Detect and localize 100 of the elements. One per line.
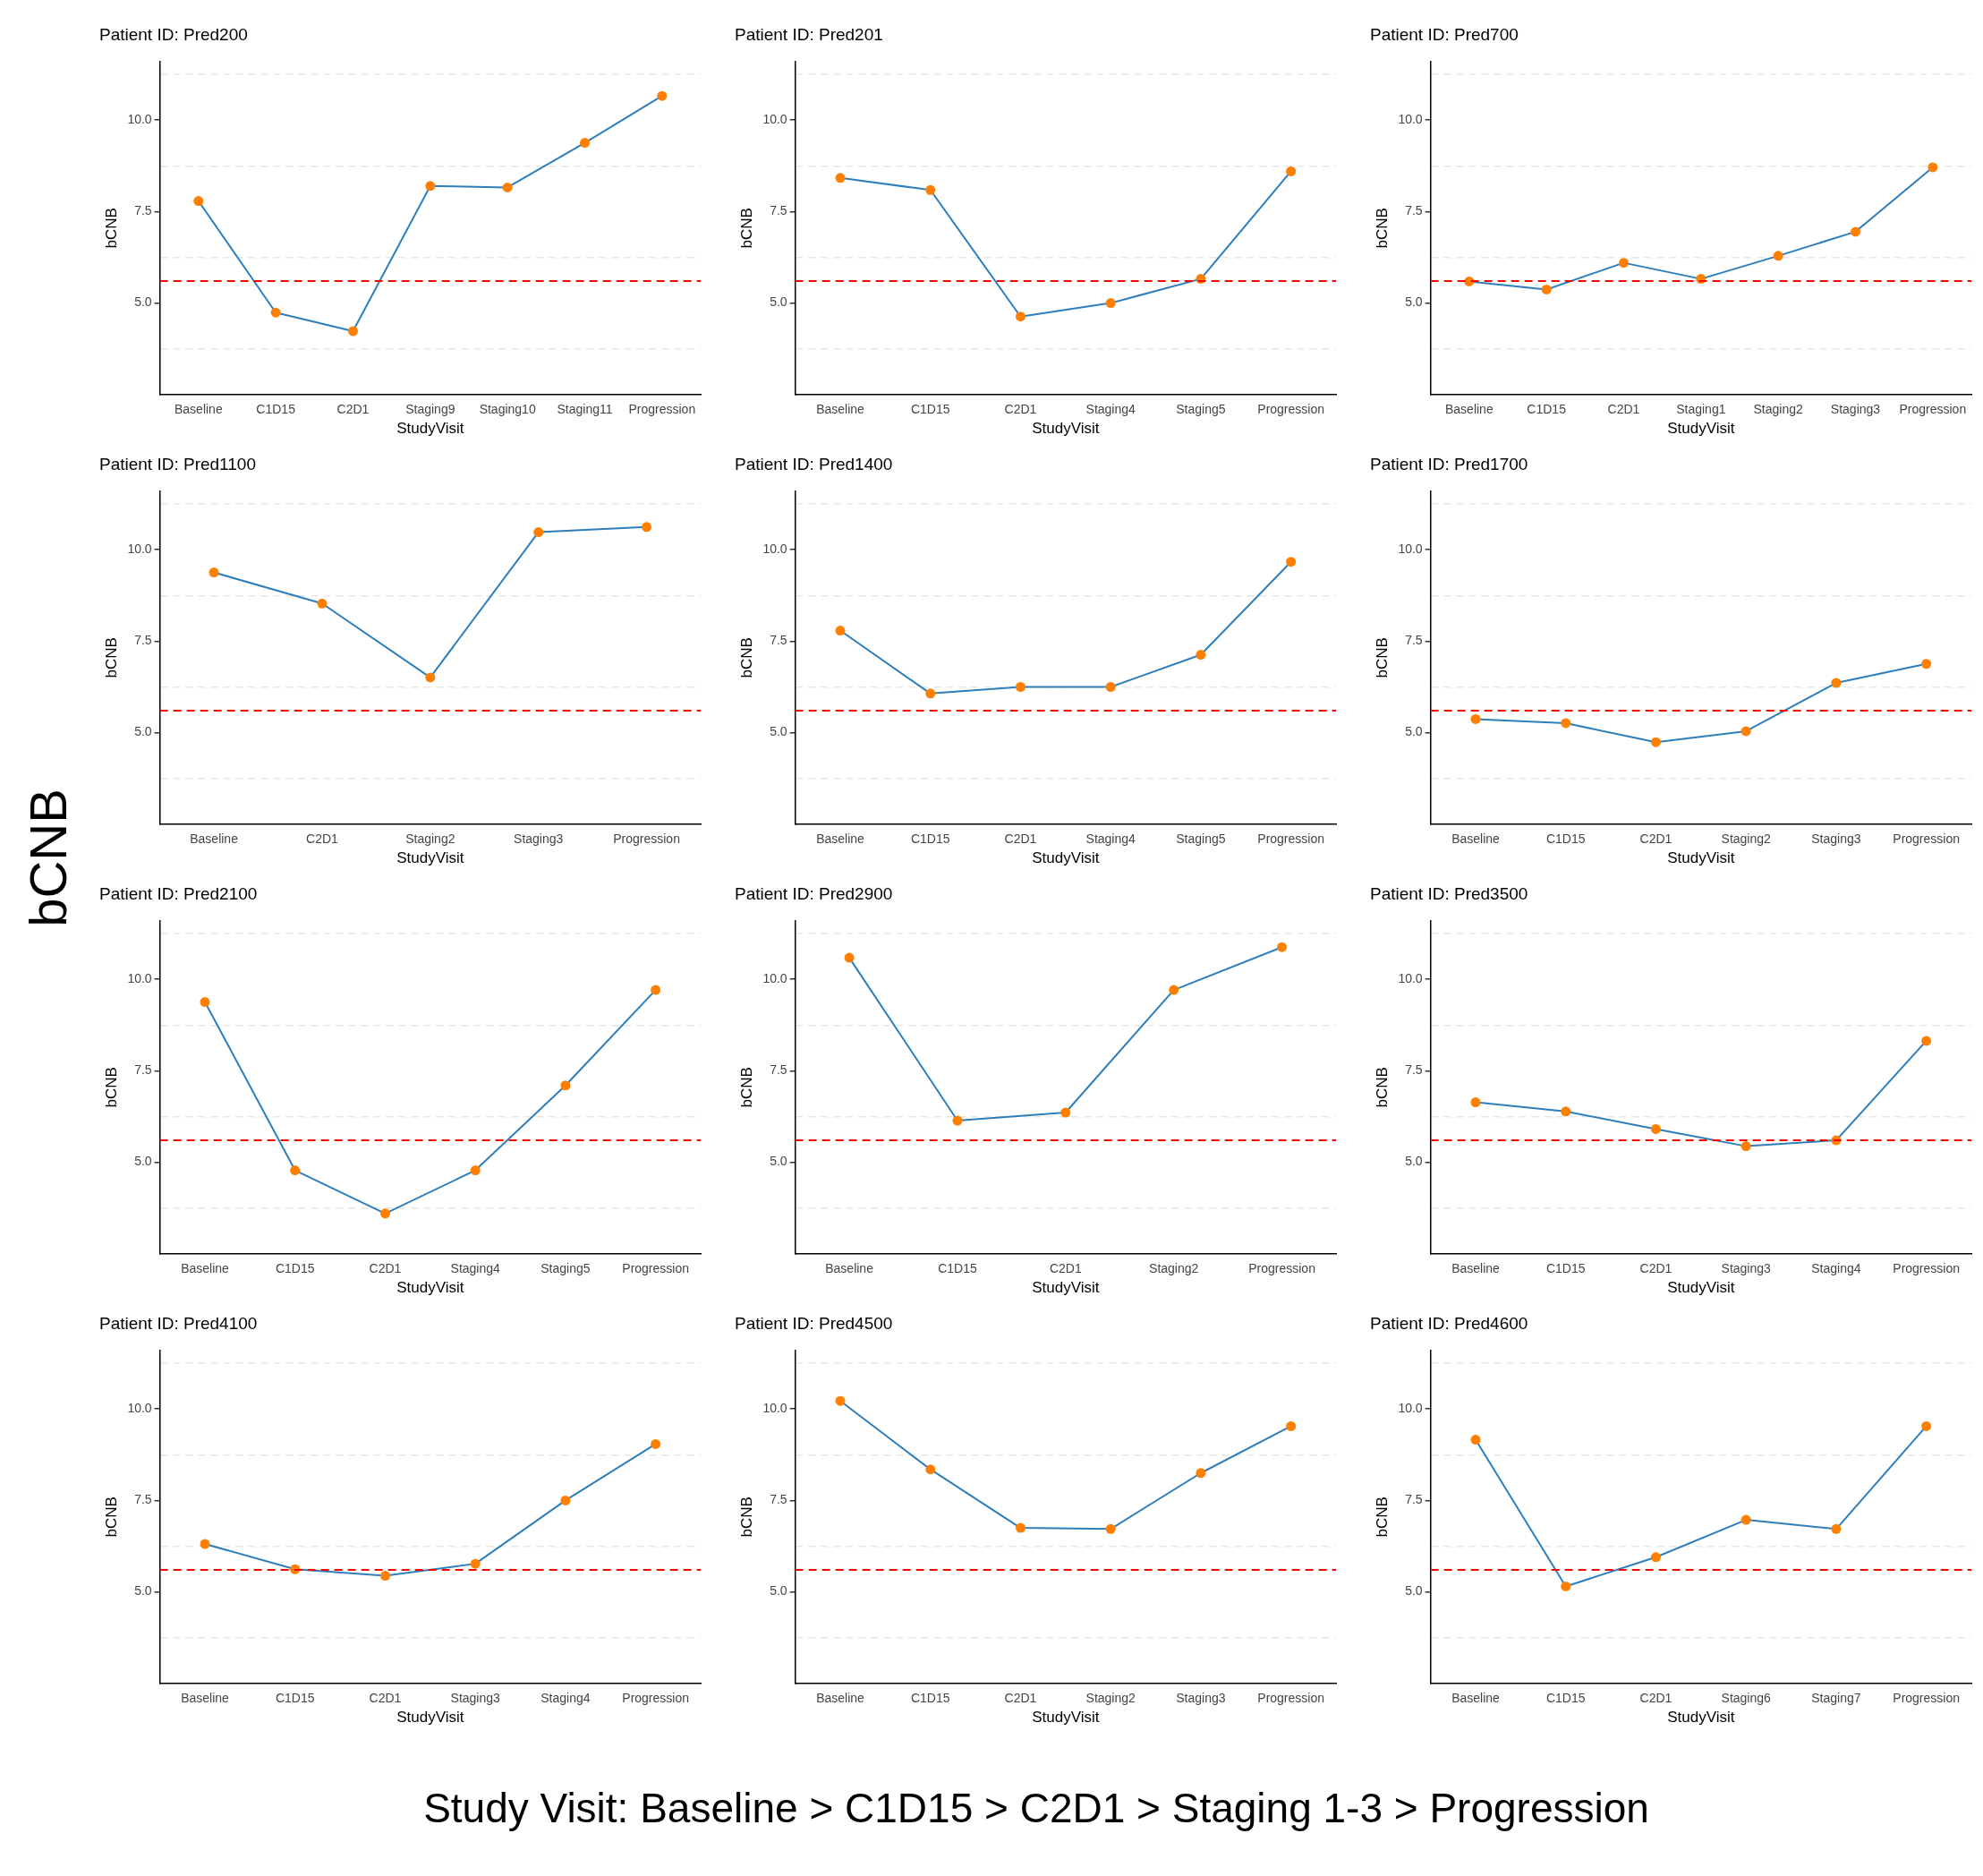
chart-title: Patient ID: Pred3500 (1370, 883, 1528, 903)
y-axis-title: bCNB (737, 208, 755, 249)
point (925, 184, 936, 195)
x-axis-title: StudyVisit (1667, 849, 1735, 867)
x-axis-title: StudyVisit (396, 420, 464, 438)
chart-title: Patient ID: Pred4100 (99, 1313, 258, 1333)
x-tick-label: Baseline (1451, 831, 1501, 847)
point (1921, 1420, 1932, 1431)
point (533, 527, 544, 538)
x-axis-title: StudyVisit (1032, 1279, 1100, 1297)
y-tick-label: 10.0 (1398, 112, 1423, 127)
x-tick-label: Baseline (1451, 1691, 1501, 1706)
point (952, 1115, 963, 1126)
point (1650, 1123, 1661, 1134)
point (1773, 251, 1783, 261)
x-axis-title: StudyVisit (1032, 849, 1100, 867)
y-tick-label: 10.0 (127, 971, 152, 986)
chart-title: Patient ID: Pred200 (99, 24, 248, 44)
point (1105, 682, 1116, 692)
y-tick-label: 5.0 (134, 724, 152, 739)
y-tick-label: 5.0 (134, 1583, 152, 1599)
point (1286, 166, 1297, 176)
point (1169, 985, 1179, 995)
x-tick-label: Progression (1893, 831, 1960, 847)
x-tick-label: C2D1 (306, 831, 339, 847)
y-tick-label: 7.5 (1405, 203, 1423, 218)
y-tick-label: 5.0 (134, 1154, 152, 1169)
y-tick-label: 7.5 (770, 633, 787, 648)
y-axis-title: bCNB (1373, 208, 1391, 249)
point (1470, 713, 1481, 724)
point (470, 1165, 481, 1176)
point (1015, 1522, 1026, 1533)
chart-title: Patient ID: Pred4600 (1370, 1313, 1528, 1333)
x-tick-label: Staging4 (1085, 831, 1136, 847)
x-tick-label: C1D15 (910, 831, 950, 847)
y-tick-label: 10.0 (127, 1401, 152, 1416)
point (1196, 650, 1206, 661)
y-tick-label: 10.0 (762, 541, 787, 557)
y-tick-label: 5.0 (770, 1583, 787, 1599)
x-axis-title: StudyVisit (1667, 1709, 1735, 1727)
text: Study Visit: Baseline > C1D15 > C2D1 > Staging 1-3 > Progression (422, 1784, 1650, 1832)
x-tick-label: Staging1 (1676, 402, 1726, 417)
x-axis-title: StudyVisit (396, 1279, 464, 1297)
point (651, 985, 661, 995)
x-tick-label: Staging7 (1811, 1691, 1861, 1706)
y-axis-title: bCNB (737, 1497, 755, 1538)
x-tick-label: Staging2 (1149, 1261, 1199, 1276)
chart-title: Patient ID: Pred2100 (99, 883, 258, 903)
point (425, 181, 436, 192)
y-tick-label: 7.5 (134, 1492, 152, 1507)
y-tick-label: 10.0 (762, 1401, 787, 1416)
x-tick-label: Staging9 (405, 402, 455, 417)
y-tick-label: 10.0 (1398, 971, 1423, 986)
chart-title: Patient ID: Pred1700 (1370, 454, 1528, 473)
y-tick-label: 7.5 (770, 1062, 787, 1078)
point (835, 626, 846, 636)
y-tick-label: 5.0 (770, 724, 787, 739)
point (835, 1395, 846, 1406)
chart-title: Patient ID: Pred1100 (99, 454, 256, 473)
y-tick-label: 10.0 (762, 112, 787, 127)
y-tick-label: 7.5 (1405, 1062, 1423, 1078)
x-tick-label: Baseline (181, 1261, 230, 1276)
x-tick-label: Baseline (1451, 1261, 1501, 1276)
x-tick-label: Baseline (190, 831, 239, 847)
chart-title: Patient ID: Pred2900 (735, 883, 893, 903)
point (657, 90, 668, 101)
point (200, 997, 210, 1008)
y-tick-label: 5.0 (770, 1154, 787, 1169)
x-axis-title: StudyVisit (1032, 1709, 1100, 1727)
point (1286, 1420, 1297, 1431)
x-tick-label: Staging11 (557, 402, 613, 417)
y-tick-label: 10.0 (1398, 541, 1423, 557)
y-tick-label: 10.0 (1398, 1401, 1423, 1416)
point (470, 1558, 481, 1569)
x-tick-label: Progression (628, 402, 696, 417)
x-tick-label: C2D1 (369, 1691, 402, 1706)
y-axis-title: bCNB (1373, 1067, 1391, 1108)
y-tick-label: 7.5 (134, 1062, 152, 1078)
point (560, 1495, 571, 1505)
x-tick-label: C2D1 (1639, 1261, 1672, 1276)
y-tick-label: 7.5 (770, 1492, 787, 1507)
x-tick-label: C2D1 (1049, 1261, 1082, 1276)
y-tick-label: 10.0 (762, 971, 787, 986)
y-axis-title: bCNB (1373, 637, 1391, 678)
point (835, 173, 846, 183)
y-tick-label: 10.0 (127, 112, 152, 127)
x-tick-label: Progression (1257, 1691, 1324, 1706)
y-axis-title: bCNB (1373, 1497, 1391, 1538)
point (1541, 284, 1552, 294)
x-axis-title: StudyVisit (396, 1709, 464, 1727)
x-tick-label: Progression (613, 831, 680, 847)
x-tick-label: C2D1 (1639, 1691, 1672, 1706)
x-tick-label: C1D15 (910, 402, 950, 417)
point (1740, 1514, 1751, 1525)
x-tick-label: Staging2 (405, 831, 455, 847)
x-tick-label: C1D15 (275, 1691, 315, 1706)
point (844, 952, 855, 963)
x-axis-title: StudyVisit (1667, 420, 1735, 438)
x-tick-label: C1D15 (1545, 1691, 1586, 1706)
point (1277, 942, 1288, 952)
